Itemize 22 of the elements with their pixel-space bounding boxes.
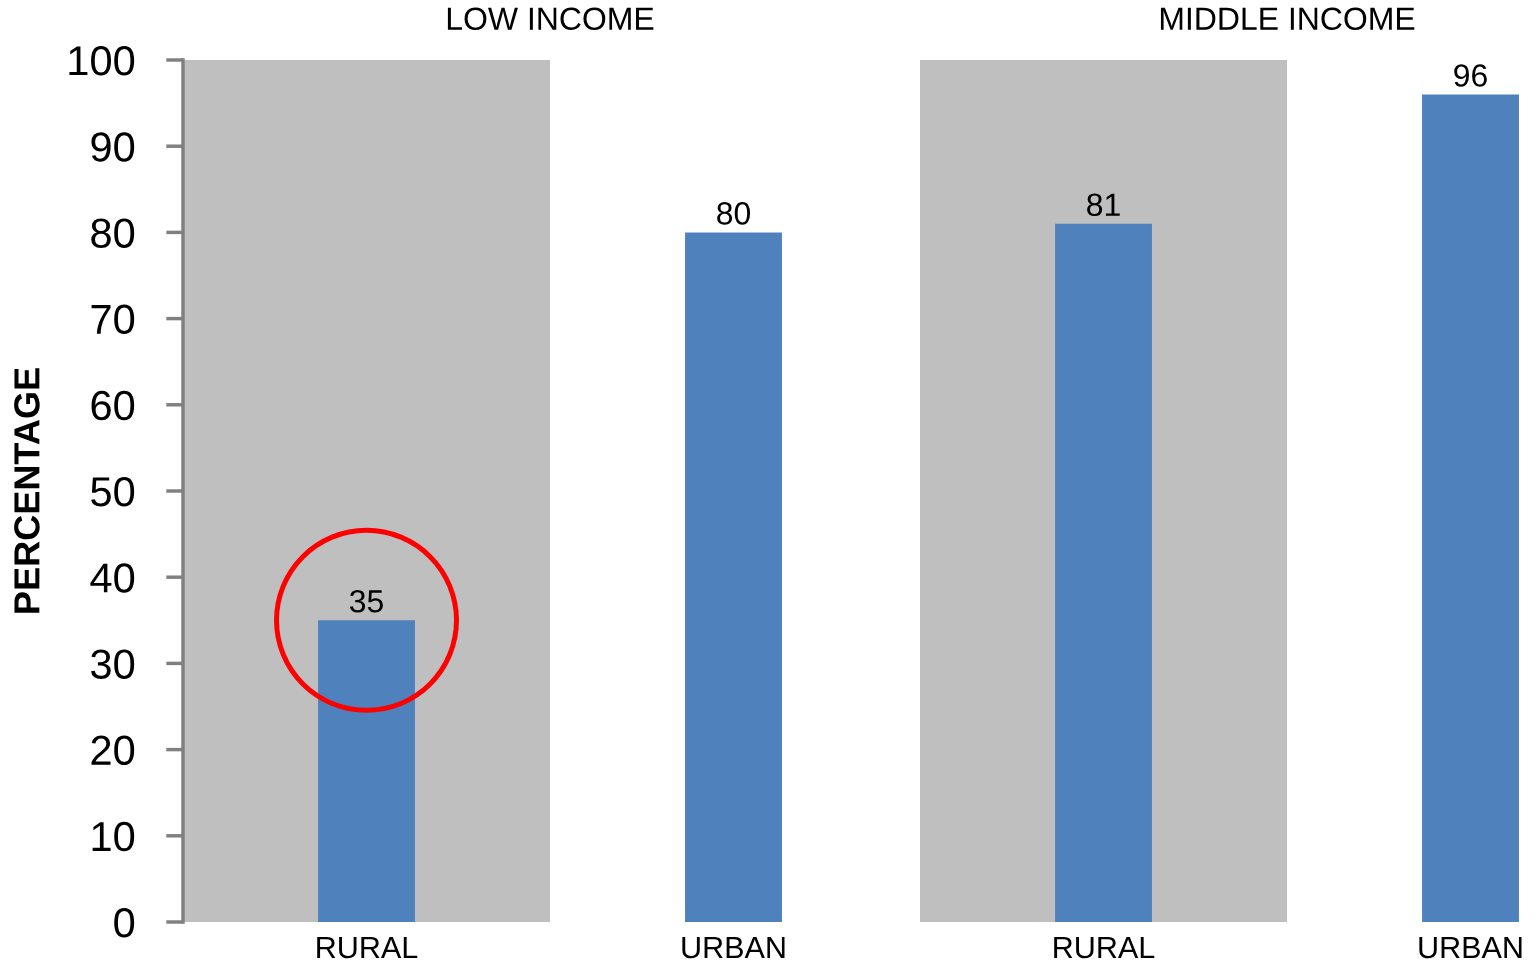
data-label: 96 — [1454, 64, 1487, 87]
y-tick-label: 50 — [91, 477, 135, 507]
x-tick-label: RURAL — [317, 937, 418, 959]
x-tick-label: RURAL — [1054, 937, 1155, 959]
y-axis-title: PERCENTAGE — [14, 368, 40, 613]
y-tick-label: 60 — [91, 390, 135, 421]
y-tick-label: 10 — [92, 821, 135, 852]
chart-title: LOW INCOME — [447, 7, 654, 31]
data-label: 35 — [349, 589, 383, 613]
chart-title: MIDDLE INCOME — [1160, 7, 1415, 31]
y-tick-label: 70 — [91, 304, 135, 335]
x-tick-label: URBAN — [1419, 937, 1522, 959]
y-tick-label: 20 — [91, 735, 135, 766]
x-tick-label: URBAN — [682, 937, 785, 959]
data-label: 81 — [1087, 193, 1120, 217]
y-tick-label: 0 — [114, 908, 135, 938]
y-tick-label: 90 — [91, 132, 135, 162]
y-tick-label: 100 — [69, 46, 135, 76]
data-label: 80 — [717, 202, 751, 225]
y-tick-label: 40 — [90, 563, 135, 593]
y-tick-label: 30 — [91, 649, 135, 679]
y-tick-label: 80 — [91, 218, 135, 248]
